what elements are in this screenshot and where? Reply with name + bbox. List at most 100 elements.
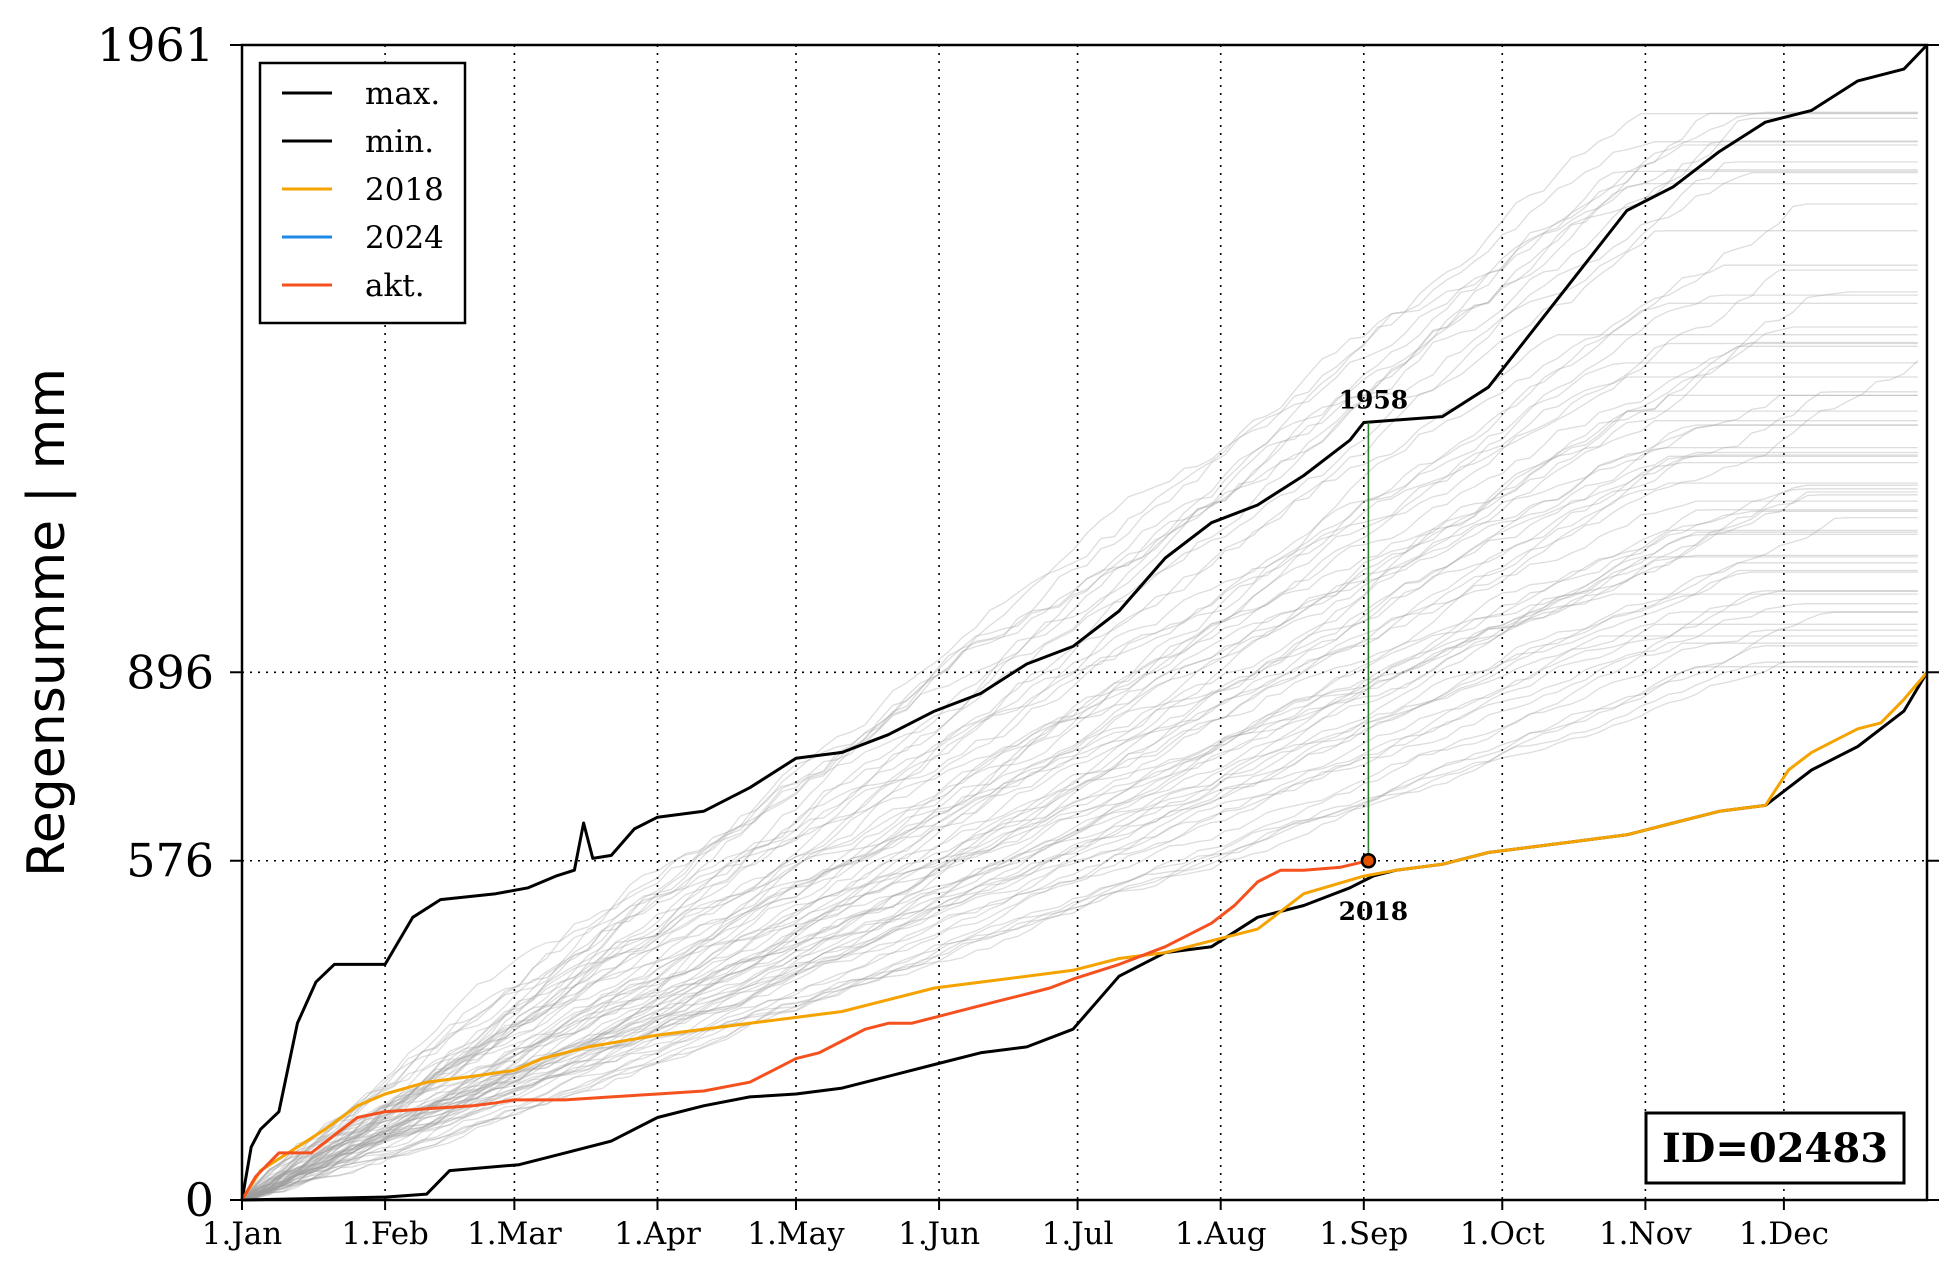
background-year-line [241, 144, 1918, 1201]
background-year-line [241, 341, 1918, 1201]
background-year-line [241, 269, 1918, 1201]
y-tick-label: 576 [126, 834, 214, 888]
id-box: ID=02483 [1644, 1111, 1906, 1185]
y-axis-label: Regensumme | mm [17, 368, 77, 877]
background-year-line [241, 360, 1919, 1201]
x-tick-label: 1.May [747, 1216, 845, 1252]
background-year-line [241, 569, 1918, 1201]
background-year-line [241, 182, 1918, 1201]
background-year-line [241, 342, 1918, 1201]
background-year-line [241, 556, 1918, 1201]
legend-frame [258, 61, 467, 325]
id-box-frame [1644, 1111, 1906, 1185]
background-year-line [241, 494, 1918, 1201]
x-tick-label: 1.Apr [614, 1216, 701, 1252]
legend: max. min. 2018 2024 akt. [258, 61, 467, 325]
grid-lines [242, 45, 1927, 1200]
background-year-line [241, 451, 1918, 1201]
background-year-line [241, 611, 1918, 1201]
background-year-line [241, 170, 1918, 1201]
background-year-line [241, 345, 1918, 1201]
series-line-max [240, 43, 1929, 1201]
background-year-lines [241, 111, 1919, 1201]
background-year-line [241, 326, 1918, 1201]
background-year-line [241, 111, 1918, 1201]
background-year-line [241, 482, 1918, 1201]
background-year-line [241, 611, 1918, 1201]
background-year-line [241, 117, 1918, 1201]
min-year-annotation: 2018 [1339, 897, 1409, 926]
background-year-line [241, 302, 1918, 1201]
annotations: 1958 2018 [1339, 386, 1409, 927]
background-year-line [241, 161, 1918, 1201]
background-year-line [241, 410, 1918, 1201]
background-year-line [241, 484, 1918, 1201]
id-box-label: ID=02483 [1662, 1125, 1888, 1172]
background-year-line [241, 603, 1918, 1201]
current-value-marker [1360, 852, 1377, 869]
background-year-line [241, 500, 1918, 1201]
x-tick-label: 1.Oct [1460, 1216, 1545, 1252]
background-year-line [241, 334, 1918, 1201]
background-year-line [241, 291, 1918, 1201]
legend-label: max. [365, 76, 440, 112]
background-year-line [241, 629, 1918, 1201]
x-tick-label: 1.Mar [467, 1216, 562, 1252]
background-year-line [241, 203, 1918, 1201]
background-year-line [241, 112, 1918, 1201]
x-tick-label: 1.Jan [202, 1216, 282, 1252]
background-year-line [241, 424, 1918, 1201]
background-year-line [241, 455, 1918, 1201]
max-year-annotation: 1958 [1339, 386, 1409, 415]
background-year-line [241, 424, 1918, 1201]
background-year-line [241, 294, 1918, 1201]
background-year-line [241, 593, 1918, 1201]
series-line-2018 [240, 671, 1929, 1201]
background-year-line [241, 376, 1918, 1201]
x-tick-label: 1.Feb [341, 1216, 429, 1252]
series-line-akt [240, 859, 1369, 1201]
background-year-line [241, 571, 1918, 1201]
background-year-line [241, 446, 1918, 1201]
x-tick-label: 1.Sep [1319, 1216, 1408, 1252]
y-axis-ticks: 0 576 896 1961 [97, 18, 1939, 1227]
legend-label: min. [365, 124, 434, 160]
legend-label: 2018 [365, 172, 444, 208]
background-year-line [241, 420, 1918, 1201]
x-tick-label: 1.Jun [898, 1216, 980, 1252]
background-year-line [241, 112, 1918, 1201]
background-year-line [241, 461, 1918, 1201]
background-year-line [241, 454, 1918, 1201]
x-tick-label: 1.Nov [1599, 1216, 1692, 1252]
background-year-line [241, 661, 1918, 1201]
background-year-line [241, 660, 1918, 1201]
background-year-line [241, 533, 1918, 1201]
background-year-line [241, 141, 1918, 1201]
background-year-line [241, 623, 1918, 1201]
plot-frame [240, 43, 1929, 1202]
y-tick-label: 896 [126, 645, 214, 699]
background-year-line [241, 529, 1918, 1201]
background-year-line [241, 635, 1918, 1201]
x-axis-ticks: 1.Jan 1.Feb 1.Mar 1.Apr 1.May 1.Jun 1.Jul 1.Aug… [202, 1200, 1829, 1252]
background-year-line [241, 488, 1918, 1201]
x-tick-label: 1.Dec [1739, 1216, 1829, 1252]
background-year-line [241, 590, 1918, 1201]
background-year-line [241, 171, 1918, 1201]
y-tick-label: 1961 [97, 18, 214, 72]
background-year-line [241, 562, 1918, 1201]
legend-label: 2024 [365, 220, 444, 256]
background-year-line [241, 264, 1918, 1201]
background-year-line [241, 362, 1918, 1201]
series-lines [240, 43, 1929, 1202]
background-year-line [241, 510, 1918, 1201]
background-year-line [241, 554, 1918, 1201]
background-year-line [241, 590, 1918, 1201]
background-year-line [241, 516, 1918, 1201]
background-year-line [241, 645, 1918, 1201]
background-year-line [241, 509, 1918, 1201]
x-tick-label: 1.Jul [1042, 1216, 1114, 1252]
background-year-line [241, 169, 1918, 1201]
background-year-line [241, 394, 1918, 1201]
